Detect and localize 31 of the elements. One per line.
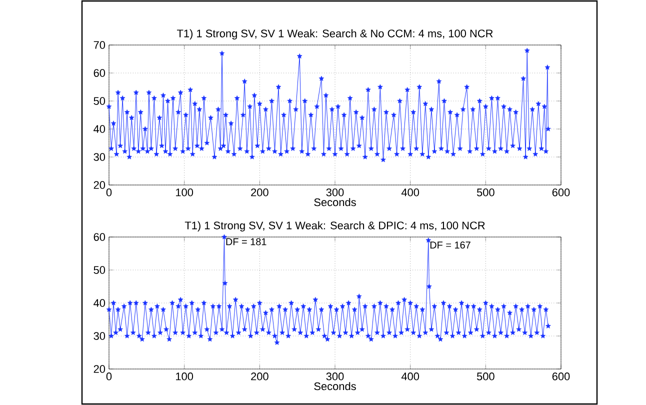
x-tick-label: 0 [106, 372, 112, 380]
y-tick-label: 40 [94, 125, 106, 133]
x-tick-label: 400 [401, 188, 420, 196]
chart-title: T1) 1 Strong SV, SV 1 Weak: Search & DPIC: 4 ms, 100 NCR [184, 221, 485, 232]
x-tick-label: 200 [251, 188, 268, 196]
y-tick-label: 70 [94, 41, 106, 49]
annotation: DF = 167 [430, 242, 470, 249]
y-tick-label: 60 [94, 69, 106, 77]
x-tick-label: 300 [326, 188, 344, 196]
y-tick-label: 60 [94, 233, 106, 241]
x-tick-label: 500 [476, 188, 494, 196]
x-tick-label: 500 [476, 372, 494, 380]
x-tick-label: 100 [176, 372, 194, 380]
x-axis-title: Seconds [314, 198, 356, 206]
y-tick-label: 40 [94, 299, 106, 307]
x-tick-label: 600 [552, 372, 570, 380]
x-tick-label: 300 [326, 372, 344, 380]
y-tick-label: 20 [94, 365, 106, 373]
x-tick-label: 100 [176, 188, 194, 196]
y-tick-label: 50 [94, 97, 106, 105]
y-tick-label: 50 [94, 266, 106, 274]
x-tick-label: 200 [251, 372, 268, 380]
chart-title: T1) 1 Strong SV, SV 1 Weak: Search & No CCM: 4 ms, 100 NCR [177, 29, 493, 40]
y-tick-label: 20 [94, 181, 106, 189]
y-tick-label: 30 [94, 332, 106, 340]
x-tick-label: 0 [106, 188, 112, 196]
y-tick-label: 30 [94, 153, 106, 161]
x-tick-label: 400 [401, 372, 420, 380]
annotation: DF = 181 [226, 238, 266, 246]
x-axis-title: Seconds [314, 382, 356, 390]
x-tick-label: 600 [552, 188, 570, 196]
